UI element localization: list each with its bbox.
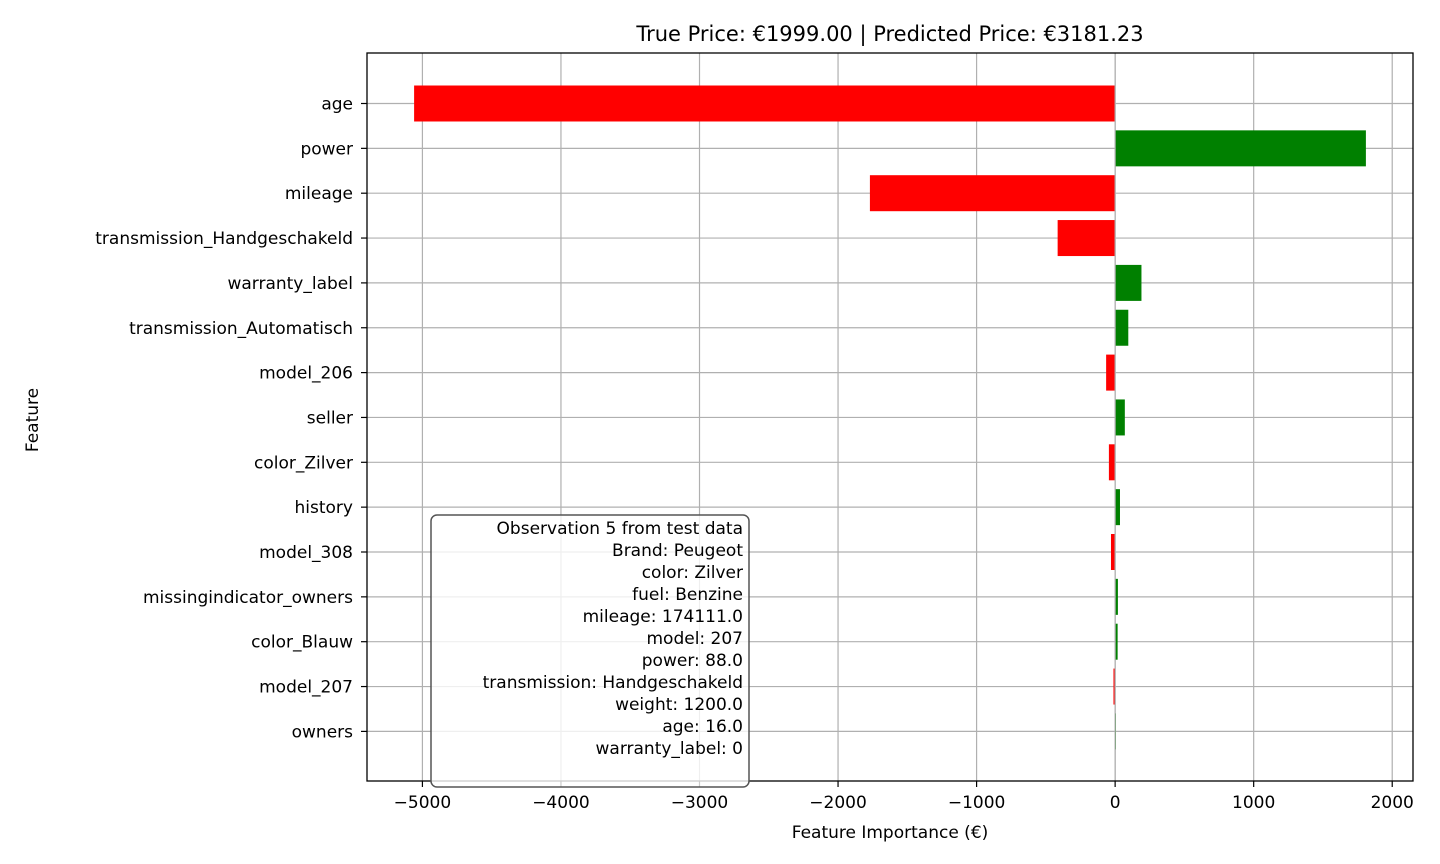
annotation-line: fuel: Benzine xyxy=(632,585,743,605)
bar-seller xyxy=(1115,399,1125,436)
y-tick-label: model_308 xyxy=(259,543,353,563)
annotation-line: mileage: 174111.0 xyxy=(583,607,743,627)
bar-power xyxy=(1115,130,1366,167)
annotation-line: color: Zilver xyxy=(642,563,743,583)
y-tick-label: color_Zilver xyxy=(254,453,353,473)
y-tick-label: color_Blauw xyxy=(251,633,353,653)
annotation-line: warranty_label: 0 xyxy=(596,739,743,759)
annotation-line: Brand: Peugeot xyxy=(612,541,743,561)
x-tick-label: 0 xyxy=(1110,793,1121,813)
x-tick-label: −1000 xyxy=(948,793,1006,813)
bar-color_Zilver xyxy=(1108,444,1116,481)
y-tick-label: owners xyxy=(292,722,354,742)
y-tick-label: power xyxy=(300,139,353,159)
bar-color_Blauw xyxy=(1115,623,1118,660)
bar-missingindicator_owners xyxy=(1115,578,1118,615)
bar-mileage xyxy=(869,175,1116,212)
y-tick-label: model_206 xyxy=(259,364,353,384)
y-tick-label: seller xyxy=(307,408,353,428)
bar-warranty_label xyxy=(1115,264,1142,301)
y-axis-label: Feature xyxy=(23,388,43,452)
bar-model_207 xyxy=(1113,668,1116,705)
x-tick-label: −4000 xyxy=(532,793,590,813)
chart-title: True Price: €1999.00 | Predicted Price: … xyxy=(635,22,1143,47)
x-tick-label: 1000 xyxy=(1232,793,1275,813)
x-tick-label: −2000 xyxy=(809,793,867,813)
annotation-line: age: 16.0 xyxy=(662,717,743,737)
y-tick-label: warranty_label xyxy=(227,274,353,294)
bars xyxy=(414,53,1366,781)
x-tick-label: 2000 xyxy=(1371,793,1414,813)
x-tick-label: −3000 xyxy=(671,793,729,813)
bar-history xyxy=(1115,489,1120,526)
y-tick-label: history xyxy=(295,498,353,518)
y-tick-label: transmission_Handgeschakeld xyxy=(95,229,353,249)
annotation-line: transmission: Handgeschakeld xyxy=(483,673,743,693)
bar-age xyxy=(414,85,1116,122)
annotation-line: Observation 5 from test data xyxy=(497,519,743,539)
annotation-line: model: 207 xyxy=(646,629,743,649)
y-tick-label: missingindicator_owners xyxy=(143,588,353,608)
bar-transmission_Handgeschakeld xyxy=(1057,220,1116,257)
y-tick-label: mileage xyxy=(285,184,353,204)
annotation-line: power: 88.0 xyxy=(642,651,743,671)
y-tick-label: model_207 xyxy=(259,678,353,698)
bar-transmission_Automatisch xyxy=(1115,309,1129,346)
axes: −5000 −4000 −3000 −2000 −1000 0 1000 2000 age pow… xyxy=(95,52,1414,813)
bar-model_206 xyxy=(1106,354,1116,391)
annotation-box xyxy=(430,514,750,788)
x-axis-label: Feature Importance (€) xyxy=(792,823,989,843)
y-tick-label: age xyxy=(321,95,353,115)
annotation-line: weight: 1200.0 xyxy=(615,695,743,715)
y-tick-label: transmission_Automatisch xyxy=(129,319,353,339)
bar-model_308 xyxy=(1110,534,1116,570)
x-tick-label: −5000 xyxy=(394,793,452,813)
